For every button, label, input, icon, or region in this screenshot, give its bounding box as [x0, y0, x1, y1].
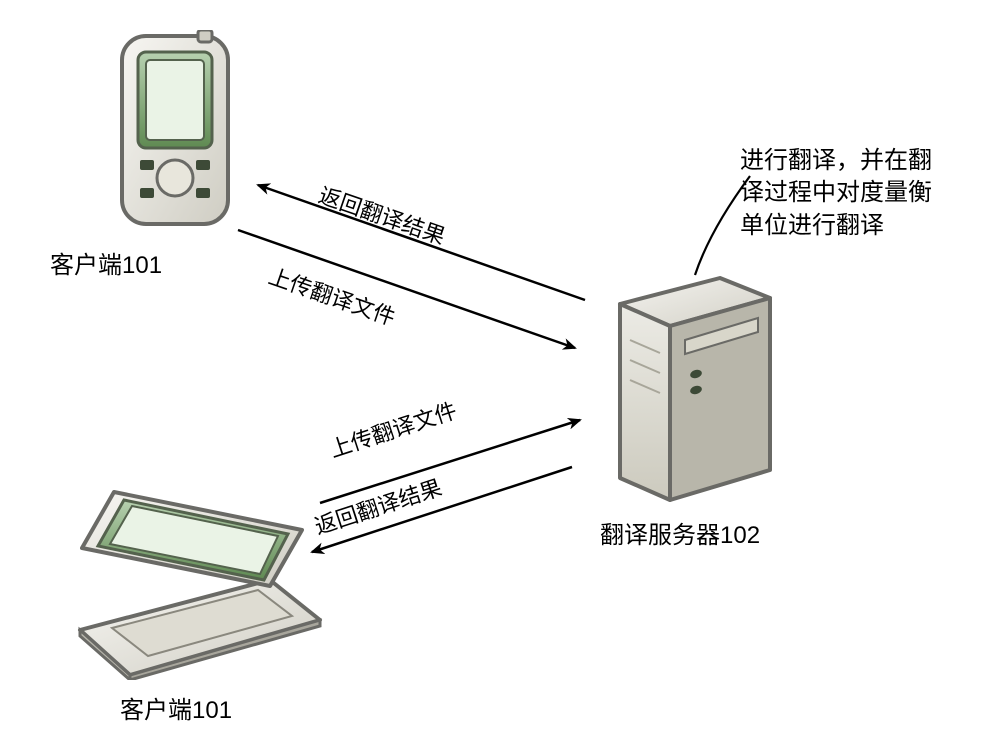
phone-label: 客户端101	[50, 245, 162, 280]
server-label: 翻译服务器102	[600, 515, 760, 550]
server-note: 进行翻译，并在翻 译过程中对度量衡 单位进行翻译	[740, 145, 932, 242]
server-note-line: 进行翻译，并在翻	[740, 145, 932, 177]
arrow-label-laptop-return: 返回翻译结果	[310, 470, 445, 541]
diagram-canvas: 客户端101 客户端101 翻译服务器102 上传翻译文件 返回翻译结果 上传翻…	[0, 0, 1000, 743]
server-icon	[600, 270, 790, 505]
phone-icon	[110, 30, 240, 230]
server-note-line: 单位进行翻译	[740, 210, 932, 242]
arrow-label-laptop-upload: 上传翻译文件	[325, 393, 460, 464]
arrow-label-phone-return: 返回翻译结果	[315, 178, 450, 251]
server-note-line: 译过程中对度量衡	[740, 177, 932, 209]
laptop-icon	[70, 480, 330, 680]
arrow-label-phone-upload: 上传翻译文件	[265, 259, 400, 332]
laptop-label: 客户端101	[120, 690, 232, 725]
